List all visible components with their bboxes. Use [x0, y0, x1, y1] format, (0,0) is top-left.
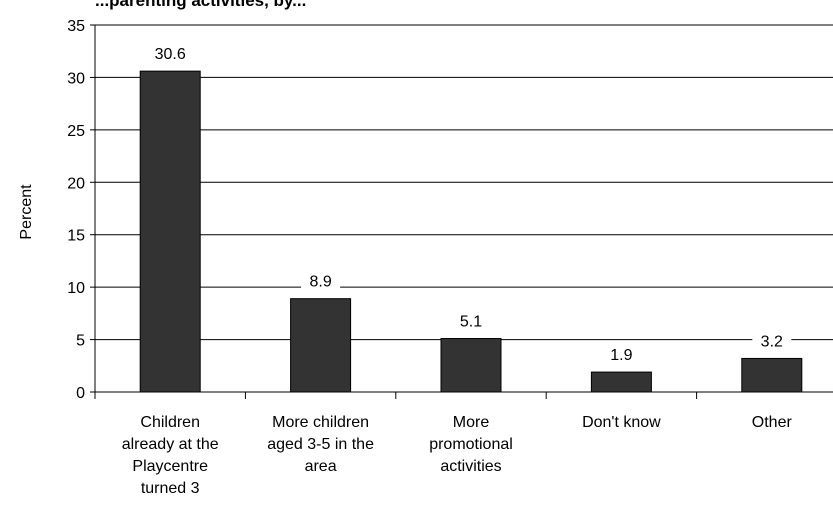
bar-1: [290, 298, 352, 393]
data-labels: 30.6 8.9 5.1 1.9 3.2: [146, 44, 792, 366]
category-label-line: Children: [140, 414, 200, 431]
y-tick-label-10: 10: [67, 280, 85, 297]
y-tick-label-0: 0: [76, 385, 85, 402]
category-label-line: aged 3-5 in the: [267, 436, 374, 453]
y-axis-ticks: 0 5 10 15 20 25 30 35: [67, 18, 95, 402]
bar-3: [590, 371, 652, 393]
y-axis-title: Percent: [18, 184, 35, 240]
category-label-line: Don't know: [582, 414, 661, 431]
category-label-line: promotional: [429, 436, 513, 453]
category-label-line: Playcentre: [132, 458, 208, 475]
y-tick-label-35: 35: [67, 18, 85, 35]
bar-0: [139, 70, 201, 393]
data-label-bg-3: [601, 345, 641, 366]
data-label-bg-1: [301, 271, 341, 292]
y-tick-label-30: 30: [67, 70, 85, 87]
category-label-line: area: [305, 458, 337, 475]
y-tick-label-5: 5: [76, 333, 85, 350]
bar-2: [440, 338, 502, 393]
data-label-0: 30.6: [155, 46, 186, 63]
bar-4: [741, 357, 803, 393]
data-label-3: 1.9: [610, 347, 632, 364]
chart-title: ...parenting activities, by...: [95, 0, 306, 10]
category-label-1: More children aged 3-5 in the area: [267, 414, 374, 475]
data-label-2: 5.1: [460, 314, 482, 331]
category-label-3: Don't know: [582, 414, 661, 431]
y-tick-label-25: 25: [67, 123, 85, 140]
category-label-line: More: [453, 414, 490, 431]
category-label-0: Children already at the Playcentre turned 3: [122, 414, 219, 497]
data-label-4: 3.2: [761, 333, 783, 350]
category-label-4: Other: [752, 414, 793, 431]
y-tick-label-15: 15: [67, 228, 85, 245]
grid-lines: [95, 24, 833, 341]
data-label-bg-2: [451, 311, 491, 332]
category-label-line: Other: [752, 414, 793, 431]
data-label-bg-4: [752, 331, 792, 352]
category-label-line: already at the: [122, 436, 219, 453]
axes: [94, 25, 833, 399]
x-axis-categories: Children already at the Playcentre turned 3…: [122, 414, 793, 497]
y-tick-label-20: 20: [67, 175, 85, 192]
category-label-line: activities: [440, 458, 501, 475]
data-label-1: 8.9: [309, 274, 331, 291]
category-label-2: More promotional activities: [429, 414, 513, 475]
category-label-line: More children: [272, 414, 369, 431]
data-label-bg-0: [146, 44, 195, 65]
bars: [139, 70, 803, 393]
category-label-line: turned 3: [141, 480, 200, 497]
